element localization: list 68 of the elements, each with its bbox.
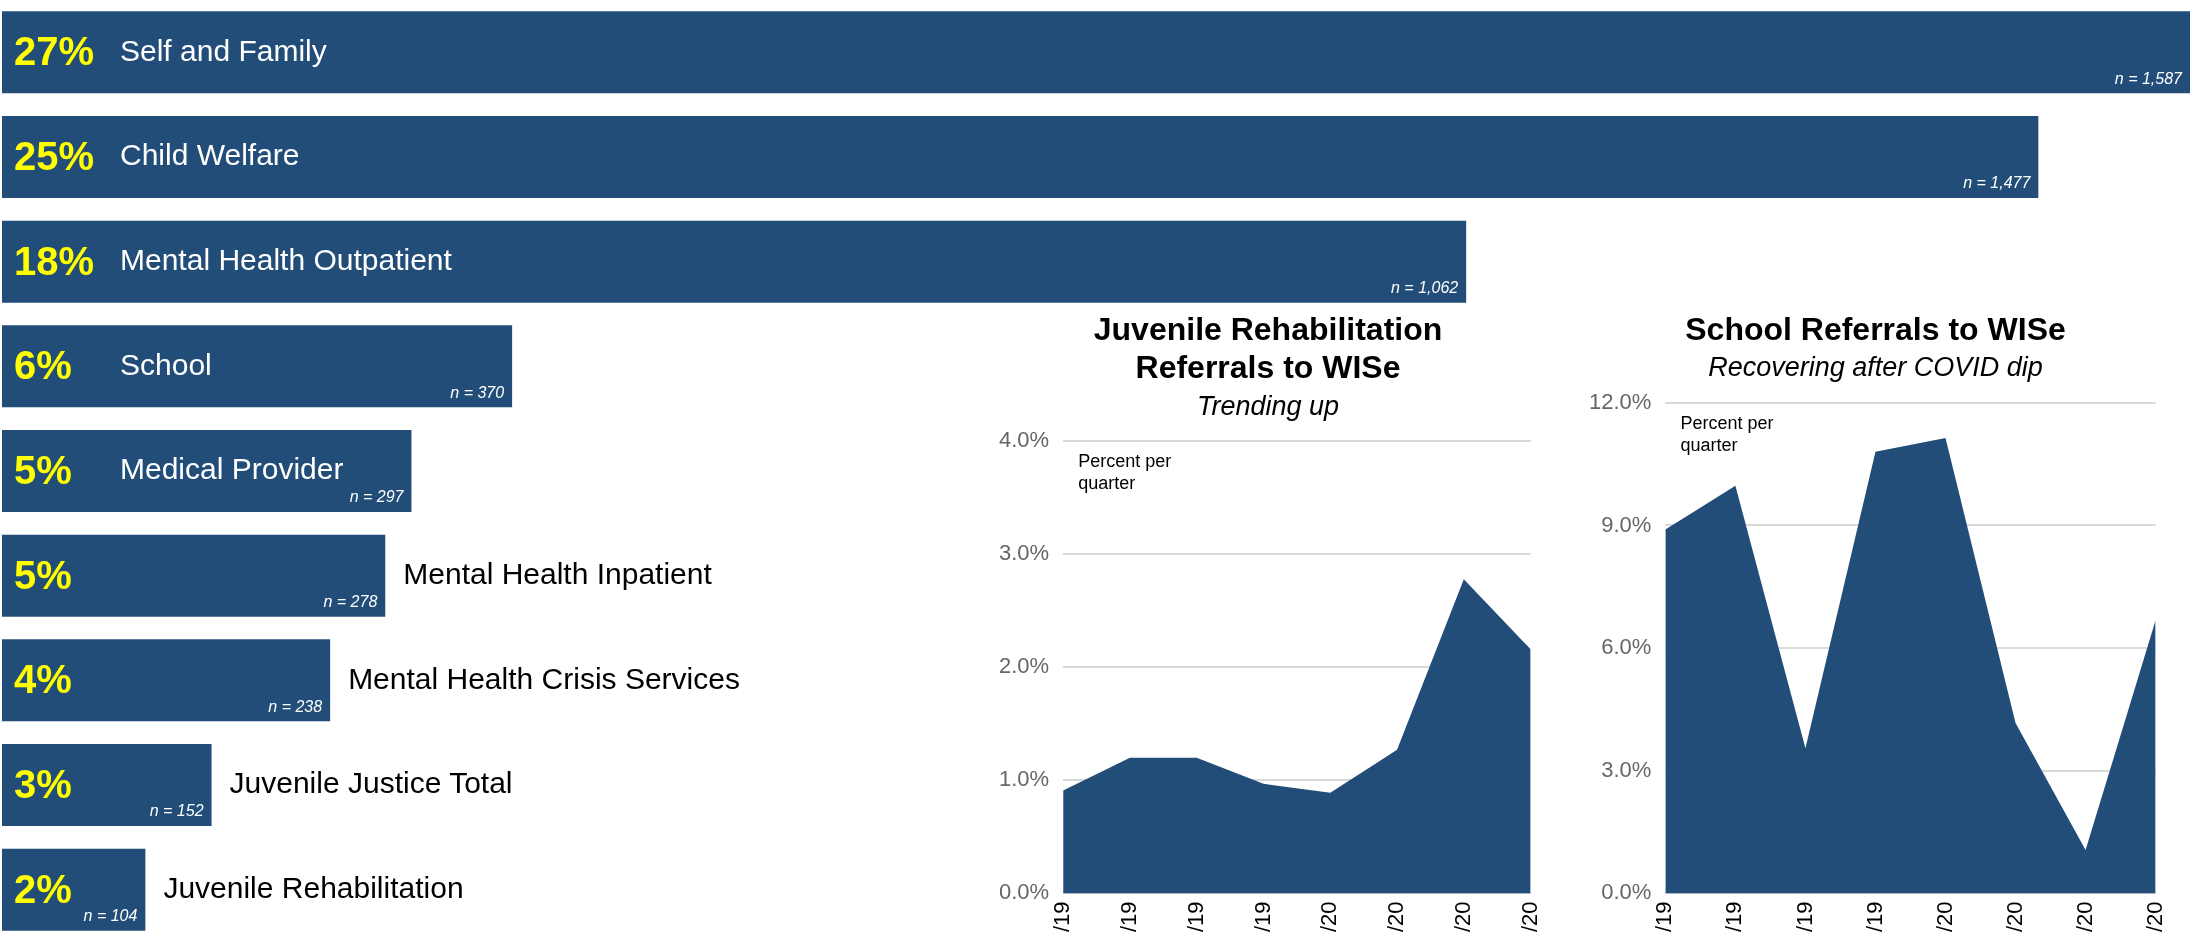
annotation: Percent per quarter bbox=[1680, 412, 1774, 455]
x-tick-label: /19 bbox=[1049, 901, 1075, 933]
annotation: 25% bbox=[14, 134, 95, 179]
x-tick-label: /20 bbox=[1931, 901, 1957, 933]
y-tick-label: 3.0% bbox=[1601, 756, 1652, 782]
annotation: Percent per quarter bbox=[1078, 451, 1172, 494]
x-tick-label: /19 bbox=[1651, 901, 1677, 933]
y-tick-label: Self and Family bbox=[120, 33, 327, 67]
data-label: n = 278 bbox=[323, 593, 378, 611]
y-tick-label: 1.0% bbox=[998, 766, 1050, 792]
x-tick-label: /19 bbox=[1791, 901, 1817, 933]
y-tick-label: 6.0% bbox=[1601, 634, 1652, 660]
y-tick-label: Mental Health Outpatient bbox=[120, 242, 453, 276]
y-tick-label: 3.0% bbox=[998, 540, 1050, 566]
x-tick-label: /20 bbox=[2001, 901, 2027, 933]
x-tick-label: /20 bbox=[2141, 901, 2167, 933]
y-tick-label: 4.0% bbox=[998, 427, 1050, 453]
x-tick-label: /20 bbox=[1316, 901, 1342, 933]
y-tick-label: Child Welfare bbox=[120, 138, 300, 172]
bar bbox=[2, 534, 386, 617]
data-label: n = 1,587 bbox=[2114, 69, 2184, 87]
y-tick-label: 2.0% bbox=[998, 653, 1050, 679]
data-label: n = 1,477 bbox=[1963, 174, 2032, 192]
x-tick-label: /19 bbox=[1861, 901, 1887, 933]
x-tick-label: /19 bbox=[1115, 901, 1141, 933]
annotation: 5% bbox=[14, 552, 72, 597]
y-tick-label: Juvenile Justice Total bbox=[229, 766, 513, 800]
annotation: 6% bbox=[14, 343, 72, 388]
x-tick-label: /20 bbox=[1516, 901, 1542, 933]
annotation: 18% bbox=[14, 238, 95, 283]
y-tick-label: Mental Health Inpatient bbox=[403, 556, 713, 590]
y-tick-label: School bbox=[120, 347, 212, 381]
y-tick-label: 12.0% bbox=[1588, 388, 1652, 414]
y-tick-label: Juvenile Rehabilitation bbox=[163, 870, 464, 904]
y-tick-label: 0.0% bbox=[1601, 879, 1652, 905]
annotation: 4% bbox=[14, 657, 72, 702]
y-tick-label: Mental Health Crisis Services bbox=[348, 661, 740, 695]
annotation: 3% bbox=[14, 762, 72, 807]
x-tick-label: /19 bbox=[1249, 901, 1275, 933]
bar bbox=[2, 325, 513, 408]
bar bbox=[2, 220, 1467, 303]
bar bbox=[2, 639, 331, 722]
x-tick-label: /20 bbox=[1449, 901, 1475, 933]
bar bbox=[2, 743, 212, 827]
chart-title: School Referrals to WISe bbox=[1685, 311, 2066, 348]
chart-subtitle: Recovering after COVID dip bbox=[1708, 352, 2043, 383]
chart-title: Juvenile Rehabilitation Referrals to WISe bbox=[1093, 311, 1443, 386]
annotation: 5% bbox=[14, 448, 72, 493]
chart-subtitle: Trending up bbox=[1196, 390, 1340, 421]
data-label: n = 238 bbox=[268, 697, 323, 715]
x-tick-label: /19 bbox=[1182, 901, 1208, 933]
bar bbox=[2, 115, 2039, 199]
y-tick-label: 0.0% bbox=[998, 879, 1050, 905]
bar bbox=[2, 11, 2190, 94]
bar bbox=[2, 848, 146, 931]
x-tick-label: /19 bbox=[1721, 901, 1747, 933]
annotation: 27% bbox=[14, 29, 95, 74]
data-label: n = 370 bbox=[450, 383, 505, 401]
annotation: 2% bbox=[14, 866, 72, 911]
bar bbox=[2, 429, 412, 513]
x-tick-label: /20 bbox=[2071, 901, 2097, 933]
data-label: n = 1,062 bbox=[1391, 279, 1459, 297]
data-label: n = 104 bbox=[83, 907, 138, 925]
x-tick-label: /20 bbox=[1383, 901, 1409, 933]
data-label: n = 297 bbox=[349, 488, 405, 506]
y-tick-label: 9.0% bbox=[1601, 511, 1652, 537]
data-label: n = 152 bbox=[149, 802, 204, 820]
y-tick-label: Medical Provider bbox=[120, 452, 344, 486]
